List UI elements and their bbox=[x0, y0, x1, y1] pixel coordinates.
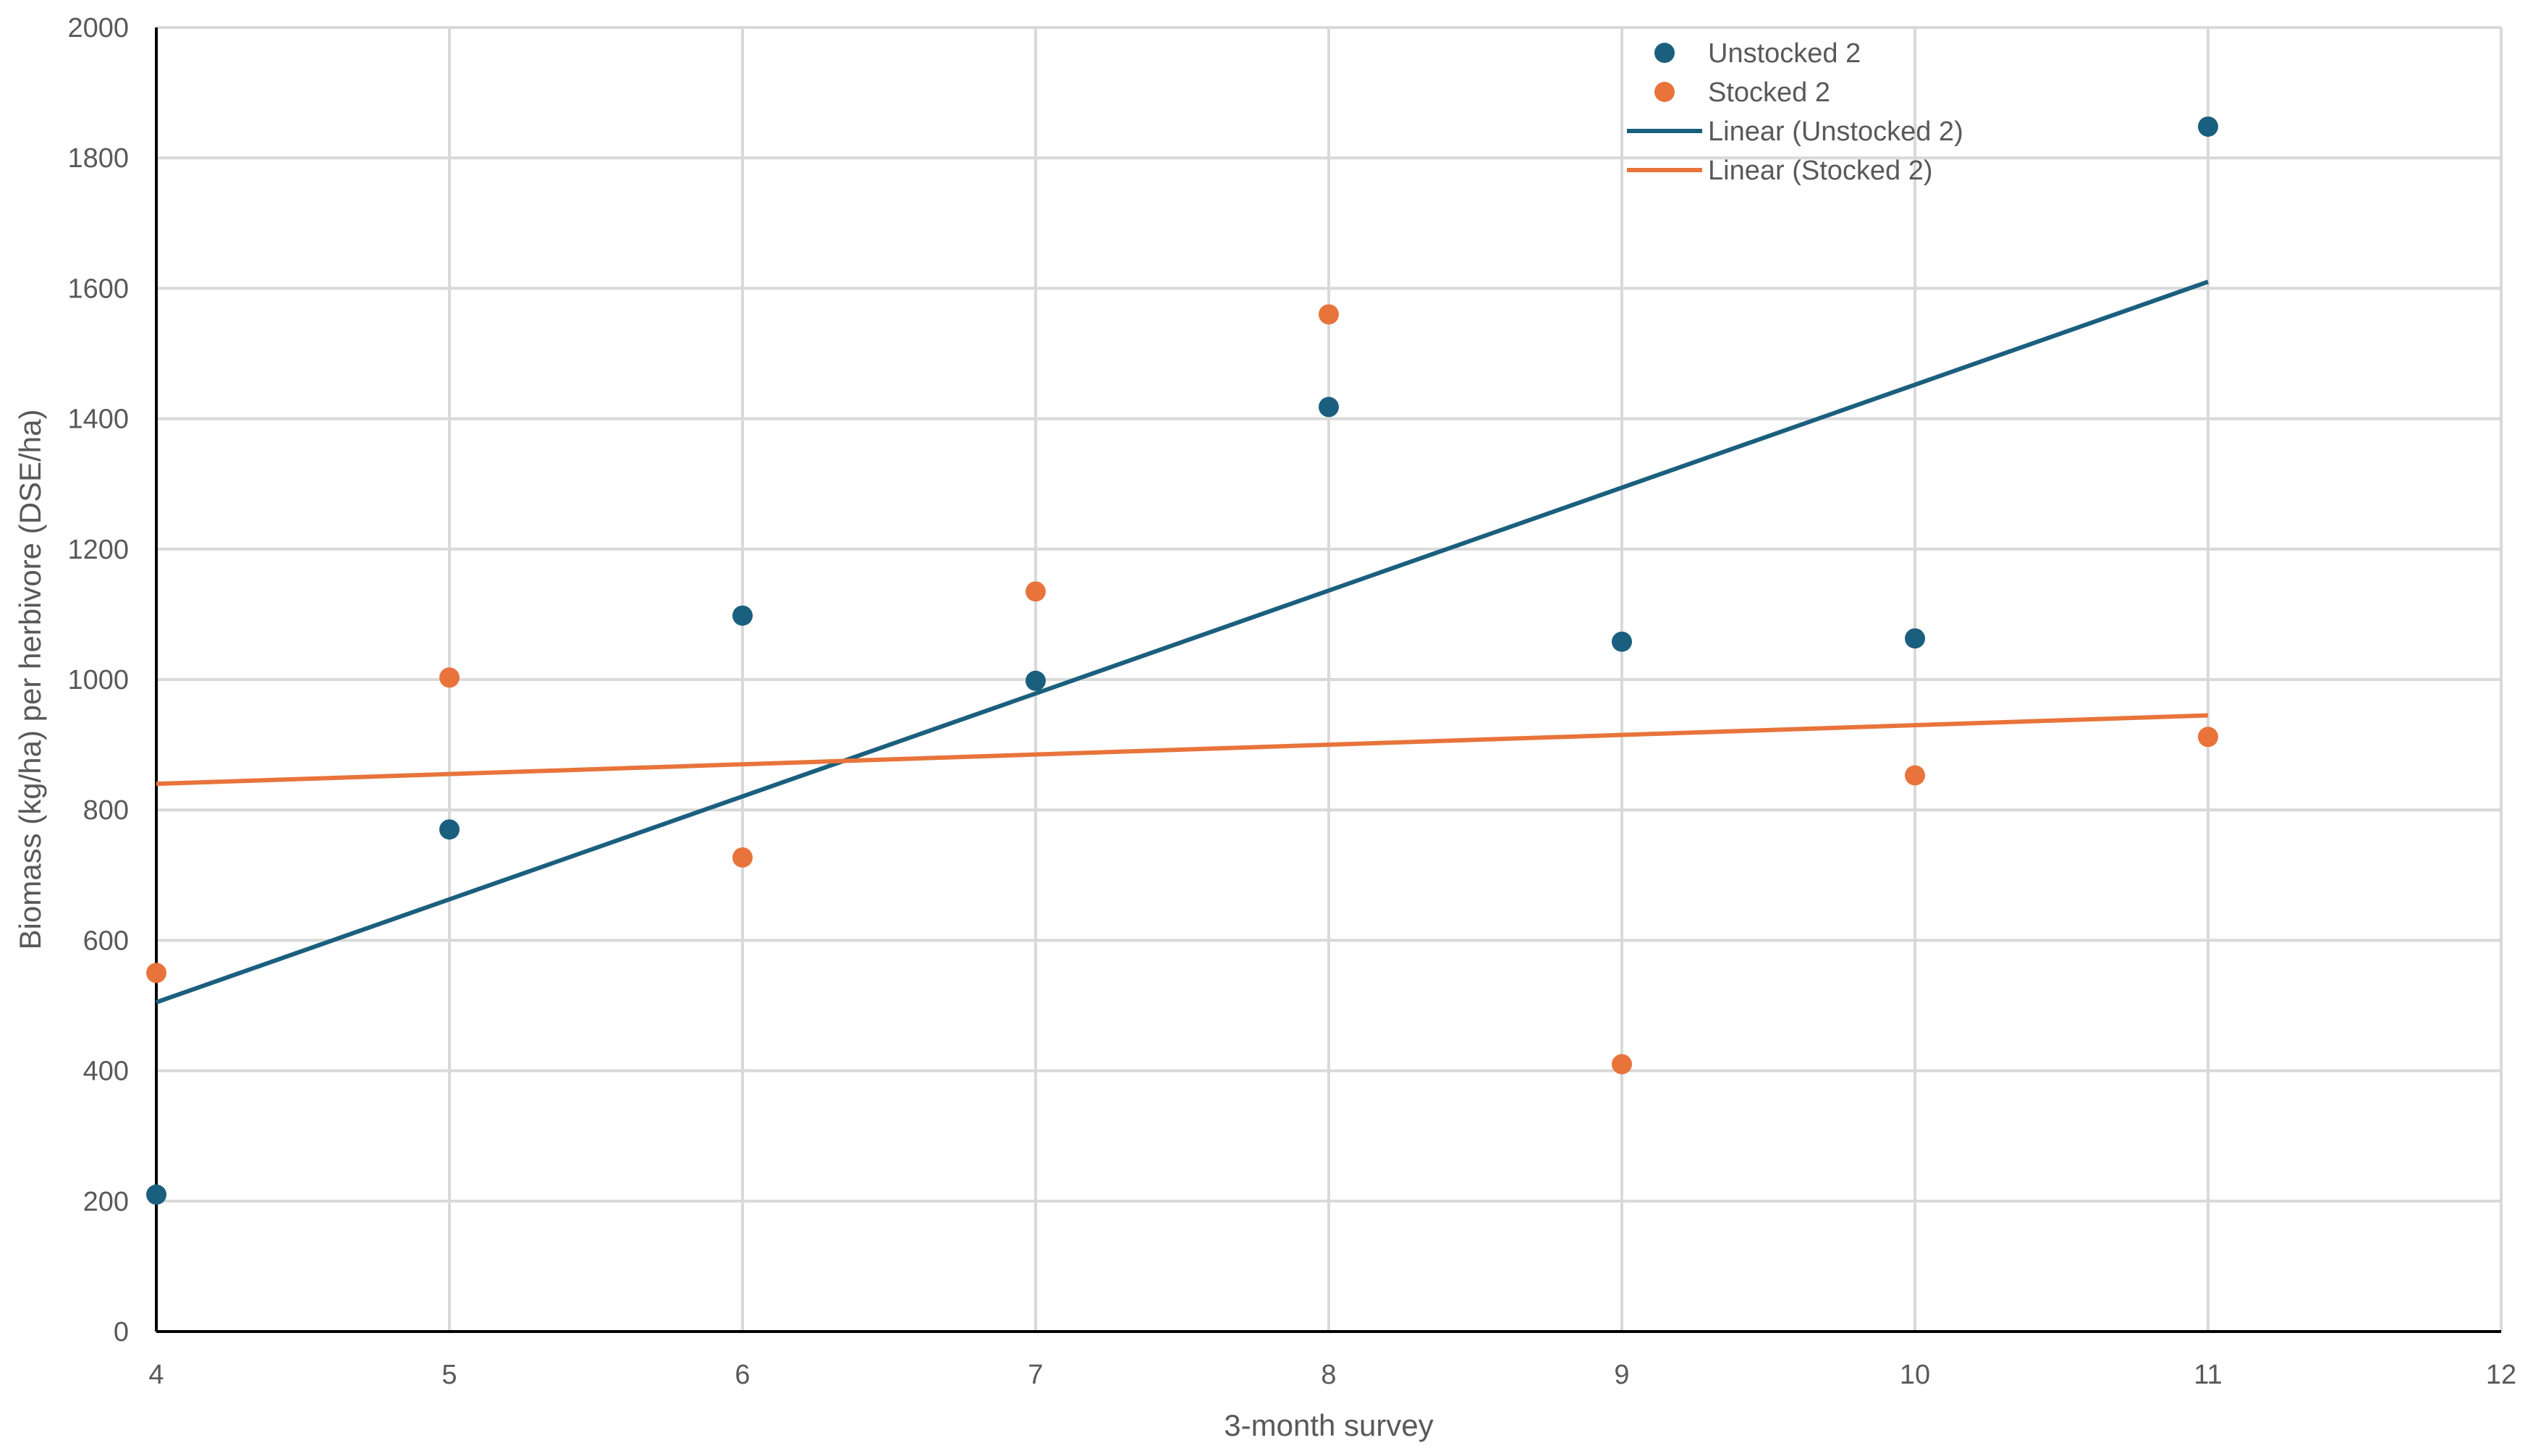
x-tick-label: 12 bbox=[2486, 1360, 2516, 1390]
y-tick-label: 1600 bbox=[67, 274, 129, 304]
tick-labels: 0 200 400 600 800 1000 1200 1400 1600 1800 2000 4 5 6… bbox=[67, 13, 2516, 1390]
point-stocked-2 bbox=[146, 962, 166, 983]
y-tick-label: 0 bbox=[114, 1317, 129, 1347]
point-stocked-2 bbox=[1319, 304, 1339, 325]
point-unstocked-2 bbox=[146, 1184, 166, 1205]
y-tick-label: 800 bbox=[83, 795, 129, 826]
point-unstocked-2 bbox=[439, 819, 460, 840]
y-tick-label: 1400 bbox=[67, 405, 129, 435]
point-stocked-2 bbox=[439, 667, 460, 688]
y-tick-label: 400 bbox=[83, 1057, 129, 1087]
y-tick-label: 1000 bbox=[67, 665, 129, 695]
x-tick-label: 6 bbox=[735, 1360, 750, 1390]
legend-label-linear-stocked-2: Linear (Stocked 2) bbox=[1708, 156, 1933, 186]
y-tick-label: 600 bbox=[83, 926, 129, 956]
point-unstocked-2 bbox=[1612, 631, 1632, 652]
point-unstocked-2 bbox=[1026, 670, 1046, 691]
legend-marker-stocked-2 bbox=[1654, 82, 1675, 102]
x-tick-label: 7 bbox=[1028, 1360, 1043, 1390]
point-unstocked-2 bbox=[1319, 397, 1339, 418]
point-stocked-2 bbox=[2198, 727, 2218, 748]
x-tick-label: 10 bbox=[1900, 1360, 1930, 1390]
y-tick-label: 1800 bbox=[67, 143, 129, 174]
legend-marker-unstocked-2 bbox=[1654, 43, 1675, 63]
legend-label-linear-unstocked-2: Linear (Unstocked 2) bbox=[1708, 117, 1963, 147]
point-unstocked-2 bbox=[732, 605, 753, 626]
x-tick-label: 11 bbox=[2194, 1360, 2222, 1390]
x-tick-label: 5 bbox=[441, 1360, 457, 1390]
y-tick-label: 200 bbox=[83, 1187, 129, 1217]
point-stocked-2 bbox=[1905, 765, 1925, 786]
point-unstocked-2 bbox=[2198, 116, 2218, 137]
x-tick-label: 4 bbox=[148, 1360, 164, 1390]
trendlines bbox=[156, 279, 2209, 1004]
point-unstocked-2 bbox=[1905, 628, 1925, 649]
y-tick-label: 1200 bbox=[67, 535, 129, 565]
y-axis-title: Biomass (kg/ha) per herbivore (DSE/ha) bbox=[13, 410, 47, 950]
y-tick-label: 2000 bbox=[67, 13, 129, 43]
gridlines bbox=[156, 26, 2503, 1332]
x-axis-title: 3-month survey bbox=[1224, 1408, 1433, 1442]
x-tick-label: 8 bbox=[1321, 1360, 1336, 1390]
point-stocked-2 bbox=[732, 847, 753, 868]
legend-label-stocked-2: Stocked 2 bbox=[1708, 77, 1830, 108]
x-tick-label: 9 bbox=[1614, 1360, 1629, 1390]
data-points bbox=[146, 116, 2218, 1205]
trendline-linear-stocked-2 bbox=[156, 713, 2209, 787]
point-stocked-2 bbox=[1612, 1054, 1632, 1075]
legend: Unstocked 2 Stocked 2 Linear (Unstocked 2)… bbox=[1627, 38, 1963, 186]
axes bbox=[155, 27, 2501, 1333]
point-stocked-2 bbox=[1026, 581, 1046, 602]
trendline-linear-unstocked-2 bbox=[156, 279, 2209, 1004]
legend-label-unstocked-2: Unstocked 2 bbox=[1708, 38, 1861, 69]
